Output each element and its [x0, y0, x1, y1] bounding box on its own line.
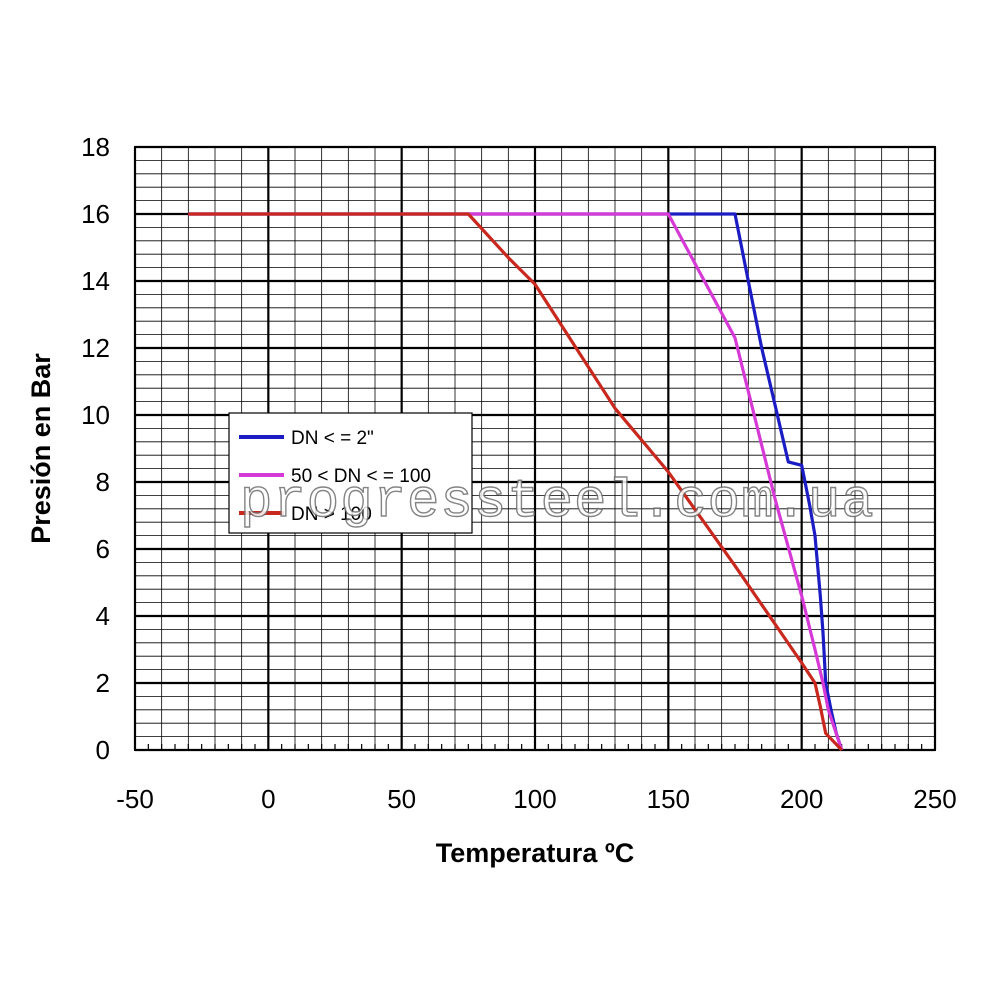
x-axis-title: Temperatura ºC: [436, 838, 634, 868]
y-tick-label: 0: [96, 735, 110, 765]
y-tick-label: 16: [81, 199, 110, 229]
legend-label-2: 50 < DN < = 100: [291, 466, 431, 487]
x-tick-label: 0: [261, 784, 275, 814]
x-tick-label: 250: [913, 784, 956, 814]
y-tick-label: 2: [96, 668, 110, 698]
y-tick-label: 10: [81, 400, 110, 430]
y-tick-label: 8: [96, 467, 110, 497]
legend-label-3: DN > 100: [291, 504, 372, 525]
plot-border: [134, 146, 936, 751]
series-layer: [188, 212, 844, 752]
series-line-2: [188, 212, 844, 751]
series-line-3: [188, 212, 843, 752]
series-line-1: [188, 212, 844, 751]
y-axis-title: Presión en Bar: [26, 353, 56, 544]
x-tick-label: 50: [387, 784, 416, 814]
x-tick-label: -50: [116, 784, 154, 814]
x-tick-label: 150: [647, 784, 690, 814]
x-tick-label: 100: [513, 784, 556, 814]
y-tick-label: 18: [81, 132, 110, 162]
x-tick-labels: -50 0 50 100 150 200 250: [116, 784, 956, 814]
y-tick-label: 6: [96, 534, 110, 564]
y-tick-labels: 0 2 4 6 8 10 12 14 16 18: [81, 132, 110, 765]
x-tick-label: 200: [780, 784, 823, 814]
y-tick-label: 4: [96, 601, 110, 631]
legend-label-1: DN < = 2": [291, 428, 374, 449]
legend: DN < = 2" 50 < DN < = 100 DN > 100: [228, 412, 473, 534]
y-tick-label: 12: [81, 333, 110, 363]
watermark: progressteel.com.ua: [240, 472, 875, 533]
y-tick-label: 14: [81, 266, 110, 296]
